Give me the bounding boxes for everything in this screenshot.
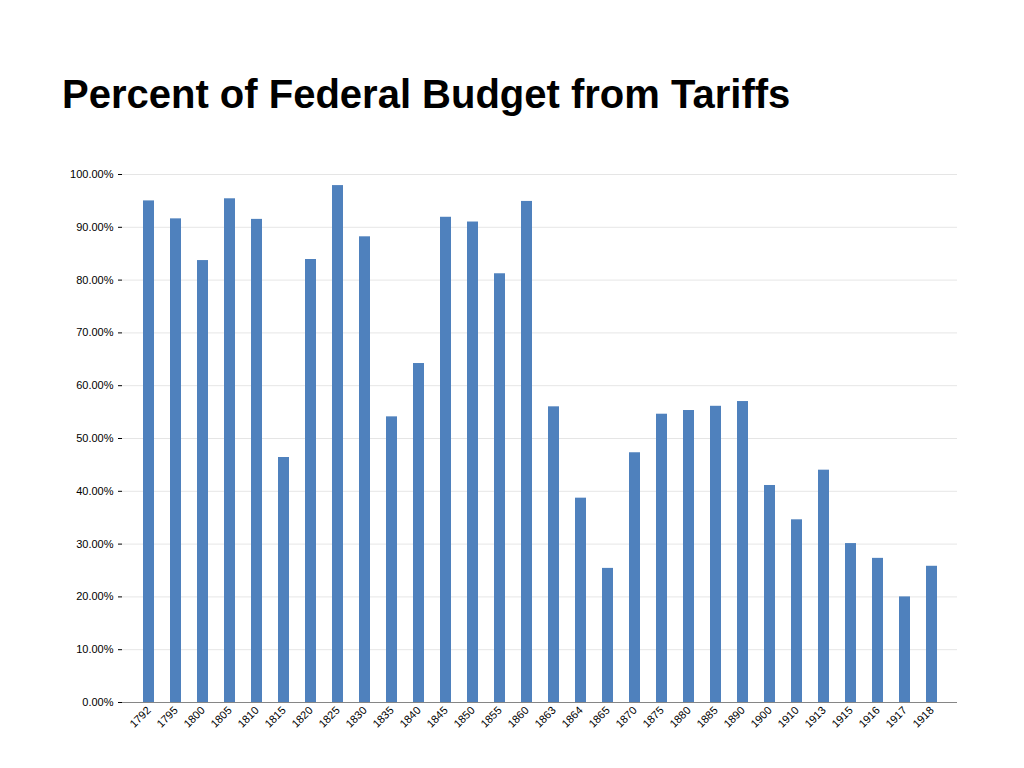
svg-text:1810: 1810 xyxy=(235,704,261,730)
svg-text:20.00%: 20.00% xyxy=(76,590,114,602)
svg-text:1840: 1840 xyxy=(397,704,423,730)
svg-text:50.00%: 50.00% xyxy=(76,432,114,444)
svg-text:70.00%: 70.00% xyxy=(76,326,114,338)
svg-text:10.00%: 10.00% xyxy=(76,643,114,655)
svg-text:1885: 1885 xyxy=(694,704,720,730)
svg-text:1792: 1792 xyxy=(127,704,153,730)
svg-text:0.00%: 0.00% xyxy=(82,696,113,708)
svg-text:1865: 1865 xyxy=(586,704,612,730)
svg-text:1890: 1890 xyxy=(721,704,747,730)
svg-text:1916: 1916 xyxy=(856,704,882,730)
svg-text:1795: 1795 xyxy=(154,704,180,730)
svg-text:1870: 1870 xyxy=(613,704,639,730)
svg-text:1913: 1913 xyxy=(802,704,828,730)
svg-text:1825: 1825 xyxy=(316,704,342,730)
svg-text:1915: 1915 xyxy=(829,704,855,730)
svg-text:40.00%: 40.00% xyxy=(76,485,114,497)
svg-text:1835: 1835 xyxy=(370,704,396,730)
svg-text:100.00%: 100.00% xyxy=(70,168,114,180)
svg-text:80.00%: 80.00% xyxy=(76,274,114,286)
svg-text:30.00%: 30.00% xyxy=(76,538,114,550)
svg-text:1830: 1830 xyxy=(343,704,369,730)
svg-text:1855: 1855 xyxy=(478,704,504,730)
html-text:Percent of Federal Budget from: Percent of Federal Budget from Tariffs xyxy=(62,72,791,116)
svg-text:1845: 1845 xyxy=(424,704,450,730)
svg-text:90.00%: 90.00% xyxy=(76,221,114,233)
svg-text:1900: 1900 xyxy=(748,704,774,730)
svg-text:60.00%: 60.00% xyxy=(76,379,114,391)
svg-text:1918: 1918 xyxy=(910,704,936,730)
svg-text:1820: 1820 xyxy=(289,704,315,730)
svg-text:1800: 1800 xyxy=(181,704,207,730)
svg-text:1917: 1917 xyxy=(883,704,909,730)
svg-text:1880: 1880 xyxy=(667,704,693,730)
svg-text:1805: 1805 xyxy=(208,704,234,730)
svg-text:1815: 1815 xyxy=(262,704,288,730)
svg-text:1863: 1863 xyxy=(532,704,558,730)
svg-text:1860: 1860 xyxy=(505,704,531,730)
svg-text:1875: 1875 xyxy=(640,704,666,730)
svg-text:1910: 1910 xyxy=(775,704,801,730)
svg-text:1850: 1850 xyxy=(451,704,477,730)
svg-text:1864: 1864 xyxy=(559,704,585,730)
